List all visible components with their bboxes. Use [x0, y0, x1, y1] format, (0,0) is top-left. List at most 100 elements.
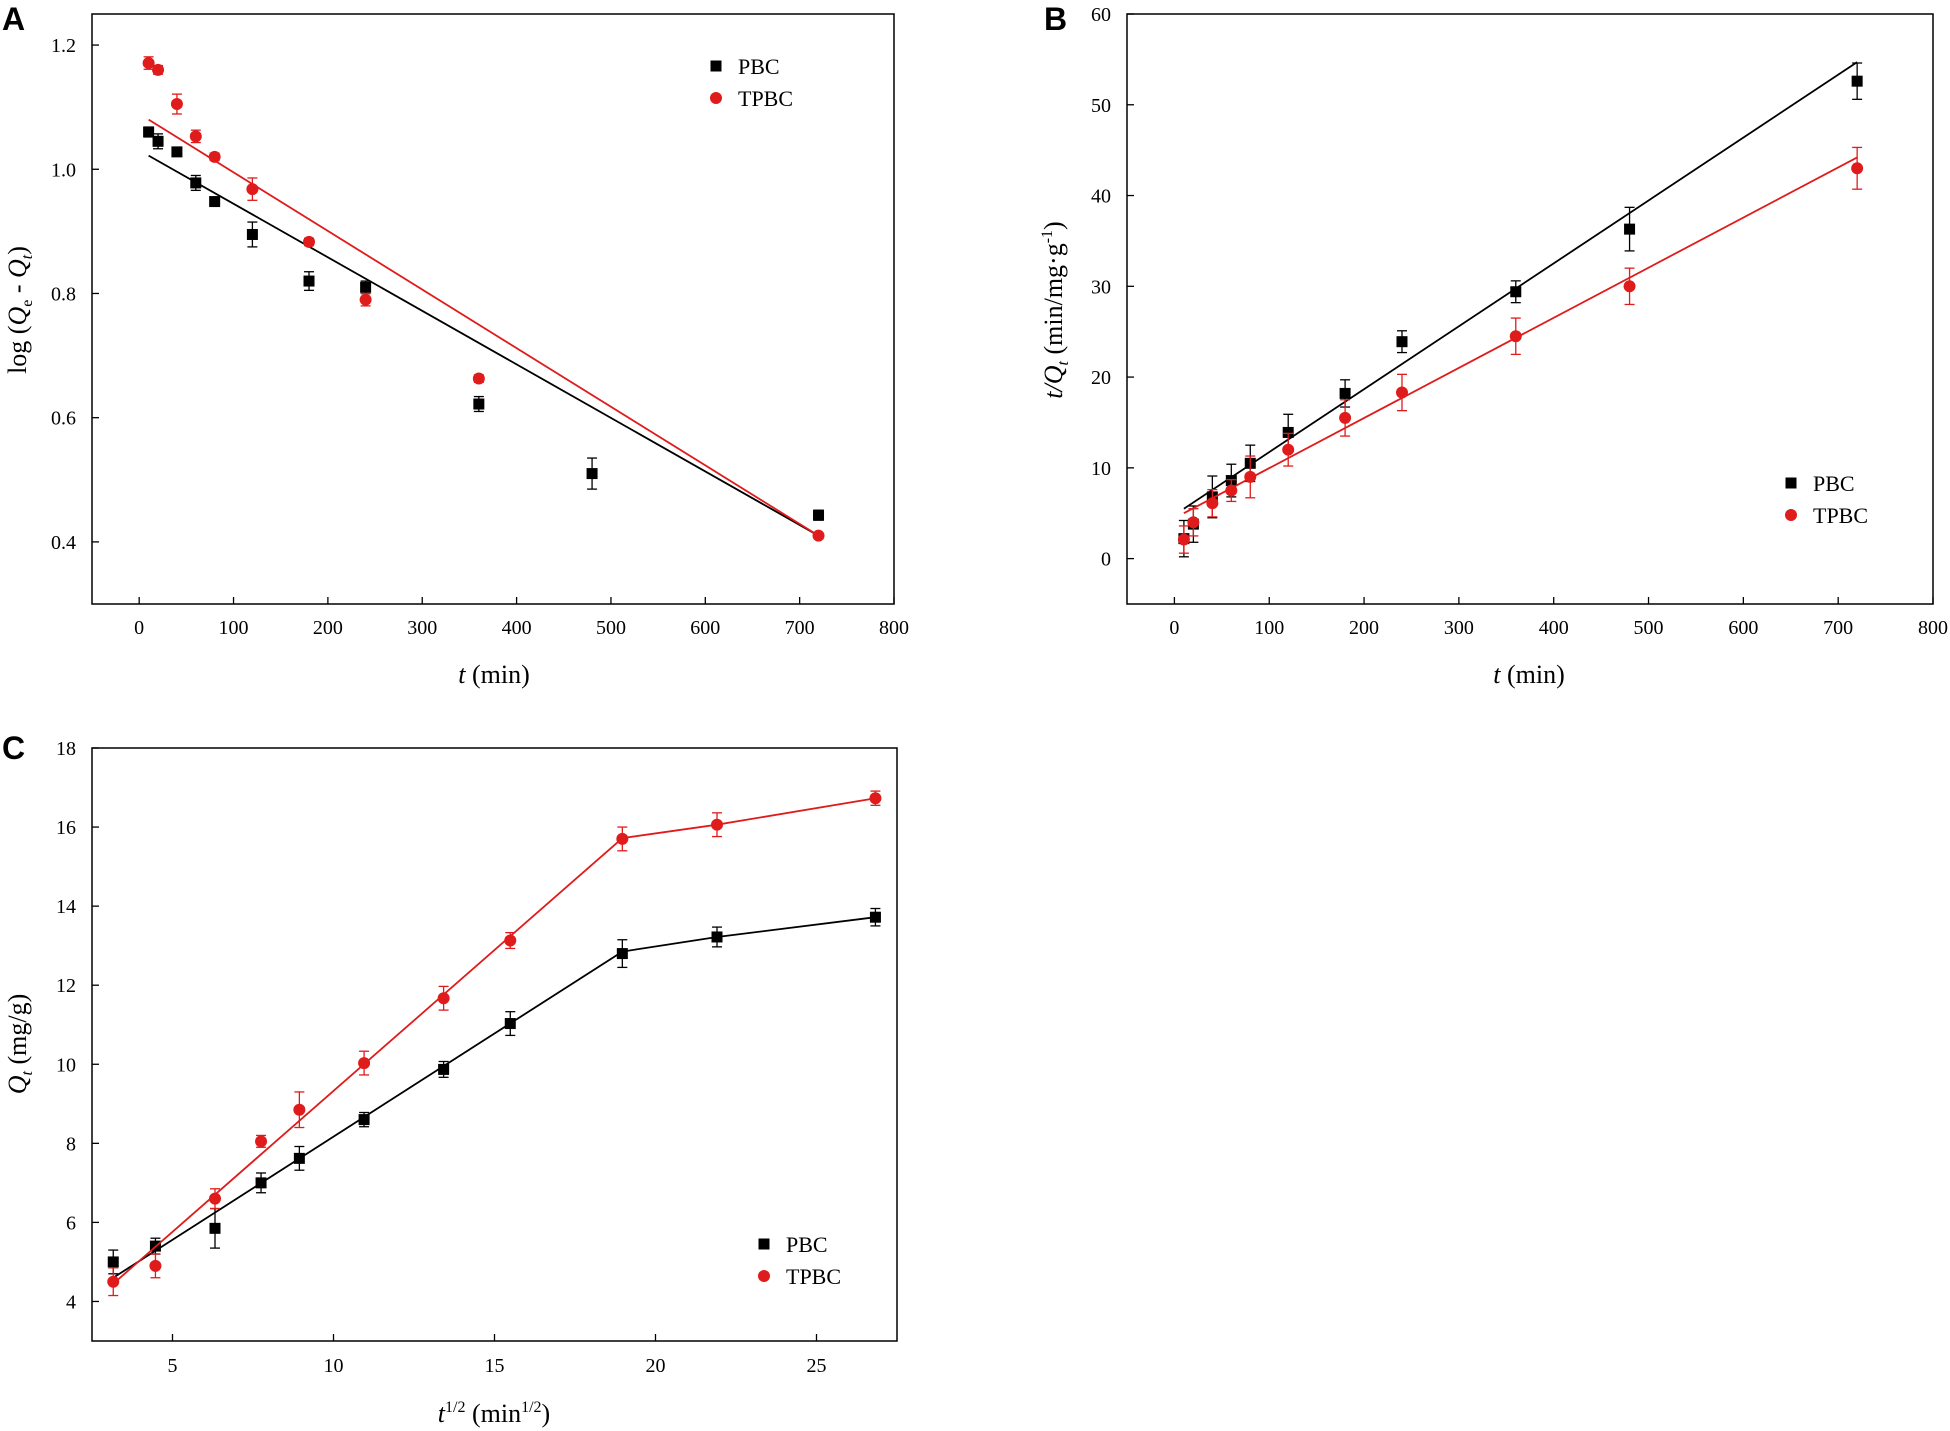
y-label-part: (mg/g)	[3, 994, 32, 1071]
x-tick-label: 15	[485, 1355, 505, 1377]
x-label-var: t	[1493, 660, 1501, 689]
x-tick-label: 700	[1823, 617, 1853, 639]
data-point-tpbc	[293, 1103, 306, 1116]
data-point-pbc	[1339, 387, 1351, 399]
data-point-tpbc	[1244, 470, 1257, 483]
y-tick-label: 4	[66, 1291, 76, 1313]
data-point-tpbc	[437, 992, 450, 1005]
data-point-tpbc	[1623, 280, 1636, 293]
fit-segment-pbc	[622, 916, 876, 953]
legend-label-tpbc: TPBC	[1813, 503, 1868, 528]
x-tick-label: 800	[879, 617, 909, 639]
fit-segment-tpbc	[622, 797, 876, 840]
data-point-tpbc	[208, 150, 221, 163]
legend-marker-pbc	[1785, 477, 1797, 489]
data-point-tpbc	[189, 130, 202, 143]
legend-label-pbc: PBC	[786, 1232, 828, 1257]
data-point-pbc	[473, 398, 485, 410]
data-point-pbc	[1510, 286, 1522, 298]
y-label-part: log (	[3, 326, 32, 374]
x-label-unit: (min)	[465, 660, 529, 689]
x-tick-label: 500	[1634, 617, 1664, 639]
x-tick-label: 20	[646, 1355, 666, 1377]
data-point-tpbc	[616, 832, 629, 845]
y-tick-label: 0.6	[51, 408, 76, 430]
y-label-part: Q	[3, 259, 32, 278]
data-point-tpbc	[711, 818, 724, 831]
y-label-part: -	[3, 278, 32, 300]
legend-label-tpbc: TPBC	[786, 1264, 841, 1289]
data-point-pbc	[438, 1063, 450, 1075]
x-tick-label: 800	[1918, 617, 1948, 639]
data-point-tpbc	[359, 293, 372, 306]
data-point-tpbc	[1851, 162, 1864, 175]
data-point-pbc	[1624, 223, 1636, 235]
y-tick-label: 10	[56, 1054, 76, 1076]
panel-c-y-axis-label: Qt (mg/g)	[3, 994, 36, 1095]
y-tick-label: 20	[1091, 367, 1111, 389]
x-label-part: (min	[465, 1399, 521, 1428]
fit-line-pbc	[148, 154, 819, 537]
data-point-tpbc	[504, 934, 517, 947]
legend-marker-tpbc	[1785, 509, 1797, 521]
data-point-tpbc	[358, 1057, 371, 1070]
x-label-var: t	[458, 660, 466, 689]
data-point-tpbc	[142, 57, 155, 70]
panel-a-letter: A	[2, 1, 25, 37]
y-tick-label: 14	[56, 896, 76, 918]
panel-b-letter: B	[1044, 1, 1067, 37]
panel-c-x-tick-labels: 5 10 15 20 25	[168, 1355, 827, 1377]
panel-a: A 0 100 200 300 400 500 600 700 800 0.4 …	[2, 1, 909, 689]
x-tick-label: 300	[1444, 617, 1474, 639]
panel-c-letter: C	[2, 730, 25, 766]
y-label-subscript: t	[19, 254, 36, 259]
data-point-pbc	[209, 1222, 221, 1234]
panel-b-y-tick-labels: 0 10 20 30 40 50 60	[1091, 4, 1111, 571]
legend-label-pbc: PBC	[738, 54, 780, 79]
data-point-pbc	[190, 177, 202, 189]
y-label-part: )	[3, 246, 32, 255]
x-tick-label: 10	[324, 1355, 344, 1377]
panel-a-y-axis-label: log (Qe - Qt)	[3, 246, 36, 374]
panel-a-y-tick-labels: 0.4 0.6 0.8 1.0 1.2	[51, 35, 76, 554]
data-point-tpbc	[1282, 443, 1295, 456]
panel-c-legend: PBC TPBC	[786, 1232, 841, 1289]
y-tick-label: 0.8	[51, 283, 76, 305]
data-point-pbc	[303, 275, 315, 287]
x-tick-label: 100	[219, 617, 249, 639]
y-tick-label: 60	[1091, 4, 1111, 26]
data-point-pbc	[358, 1114, 370, 1126]
data-point-tpbc	[812, 529, 825, 542]
legend-label-tpbc: TPBC	[738, 86, 793, 111]
legend-marker-tpbc	[710, 92, 722, 104]
data-point-pbc	[1851, 75, 1863, 87]
x-tick-label: 25	[807, 1355, 827, 1377]
x-tick-label: 400	[1539, 617, 1569, 639]
x-label-superscript: 1/2	[445, 1399, 465, 1416]
legend-marker-pbc	[710, 60, 722, 72]
y-tick-label: 16	[56, 817, 76, 839]
data-point-pbc	[869, 911, 881, 923]
x-label-superscript: 1/2	[521, 1399, 541, 1416]
data-point-pbc	[293, 1152, 305, 1164]
data-point-pbc	[586, 468, 598, 480]
data-point-pbc	[813, 509, 825, 521]
data-point-tpbc	[1206, 497, 1219, 510]
data-point-tpbc	[1509, 330, 1522, 343]
legend-marker-pbc	[758, 1238, 770, 1250]
data-point-tpbc	[209, 1192, 222, 1205]
y-label-subscript: t	[1055, 360, 1072, 365]
data-point-tpbc	[149, 1259, 162, 1272]
series-tpbc	[1177, 146, 1864, 554]
x-tick-label: 100	[1254, 617, 1284, 639]
y-label-subscript: t	[19, 1070, 36, 1075]
data-point-pbc	[152, 135, 164, 147]
y-label-part: )	[1039, 221, 1068, 230]
data-point-pbc	[255, 1177, 267, 1189]
data-point-pbc	[246, 228, 258, 240]
y-label-superscript: -1	[1039, 230, 1056, 243]
data-point-pbc	[711, 931, 723, 943]
data-point-tpbc	[246, 183, 259, 196]
y-label-subscript: e	[19, 300, 36, 307]
